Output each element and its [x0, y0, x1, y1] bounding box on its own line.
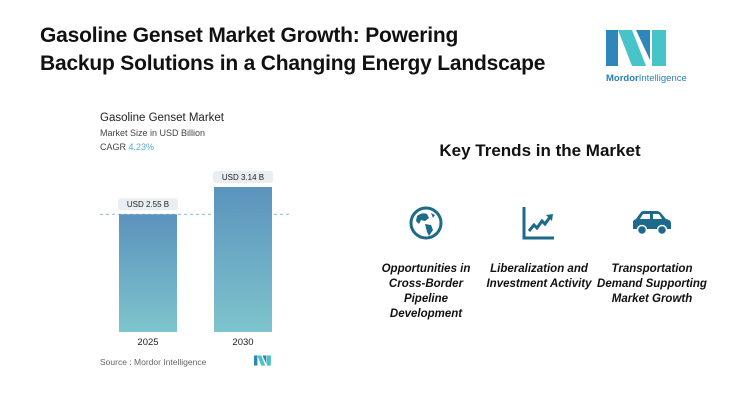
- trend-item: Opportunities in Cross-Border Pipeline D…: [371, 198, 481, 322]
- logo-text-2: Intelligence: [638, 73, 687, 84]
- trend-label: Liberalization and Investment Activity: [486, 263, 592, 290]
- logo-mark-icon: [606, 30, 666, 66]
- globe-icon: [409, 206, 443, 240]
- title-line-1: Gasoline Genset Market Growth: Powering: [40, 24, 459, 47]
- key-trends-heading: Key Trends in the Market: [439, 141, 641, 160]
- trend-item: Liberalization and Investment Activity: [484, 198, 594, 292]
- bar-2030: [214, 187, 272, 332]
- page-title: Gasoline Genset Market Growth: Powering …: [40, 22, 545, 78]
- source-logo-icon: [254, 355, 271, 366]
- chart-subtitle: Market Size in USD Billion: [100, 128, 206, 138]
- trend-label: Transportation Demand Supporting Market …: [597, 263, 707, 305]
- cagr-label: CAGR: [100, 142, 127, 152]
- logo-text-1: Mordor: [606, 73, 639, 84]
- car-icon: [633, 211, 671, 236]
- data-label-bg: [213, 171, 273, 183]
- title-line-2: Backup Solutions in a Changing Energy La…: [40, 52, 546, 75]
- chart-source: Source : Mordor Intelligence: [100, 357, 207, 367]
- cagr-value: 4.23%: [128, 142, 155, 152]
- mordor-logo: MordorIntelligence: [606, 30, 696, 84]
- chart-title: Gasoline Genset Market: [100, 112, 225, 124]
- trend-item: Transportation Demand Supporting Market …: [597, 198, 707, 307]
- cagr: CAGR 4.23%: [100, 142, 154, 152]
- data-label-bg: [118, 198, 178, 211]
- rising-chart-icon: [522, 207, 554, 240]
- x-tick-label: 2030: [232, 337, 253, 348]
- bar-2025: [119, 214, 177, 332]
- data-label: USD 2.55 B: [127, 200, 169, 209]
- data-label: USD 3.14 B: [222, 173, 264, 182]
- trend-label: Opportunities in Cross-Border Pipeline D…: [381, 263, 471, 320]
- x-tick-label: 2025: [137, 337, 158, 348]
